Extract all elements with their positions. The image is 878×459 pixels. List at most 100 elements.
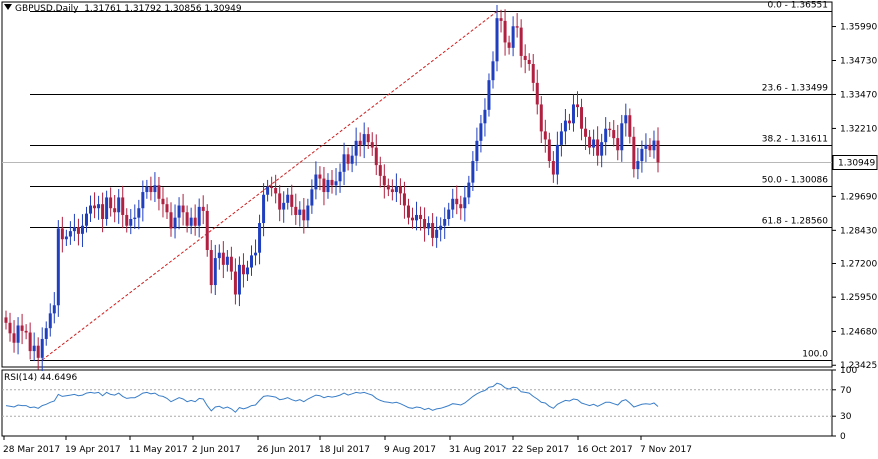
candle — [129, 209, 133, 235]
candle-body — [398, 186, 402, 194]
candle — [245, 260, 249, 282]
candle-body — [109, 197, 113, 209]
candle — [483, 98, 487, 137]
candle-body — [632, 136, 636, 170]
candle — [374, 134, 378, 176]
candle — [28, 322, 32, 360]
candle-body — [547, 139, 551, 162]
candle — [153, 172, 157, 203]
candle-body — [455, 198, 459, 205]
candle — [620, 114, 624, 162]
candle-body — [105, 197, 109, 220]
candle-body — [640, 148, 644, 162]
candle-body — [173, 217, 177, 229]
candle — [398, 178, 402, 205]
candle-body — [258, 223, 262, 253]
candle — [402, 181, 406, 219]
candle-body — [274, 188, 278, 194]
candle-body — [4, 317, 8, 323]
candle-body — [527, 59, 531, 65]
candle-body — [48, 313, 52, 329]
candle — [80, 214, 84, 248]
candle-body — [539, 104, 543, 132]
candle — [551, 151, 555, 183]
candle — [531, 54, 535, 92]
time-tick-label: 19 Apr 2017 — [65, 445, 121, 455]
candle-body — [620, 123, 624, 151]
candle-body — [68, 231, 72, 237]
candle — [346, 147, 350, 171]
candle — [491, 51, 495, 89]
candle — [217, 244, 221, 270]
candle-body — [415, 214, 419, 221]
candle — [8, 312, 12, 342]
current-price-box: 1.30949 — [832, 155, 878, 170]
candle-body — [137, 208, 141, 218]
candle-body — [64, 236, 68, 240]
candle — [370, 132, 374, 156]
candle — [386, 178, 390, 197]
candle — [76, 218, 80, 246]
candle — [157, 176, 161, 211]
candle — [250, 245, 254, 276]
candle — [278, 185, 282, 222]
candle-body — [330, 179, 334, 186]
candle — [423, 207, 427, 242]
candle — [596, 126, 600, 166]
candle — [149, 176, 153, 201]
candle-body — [133, 217, 137, 220]
candle-body — [161, 198, 165, 205]
price-tick-label: 1.24680 — [840, 327, 877, 337]
candle — [165, 197, 169, 220]
candle — [563, 109, 567, 145]
candle — [177, 197, 181, 230]
candle-body — [499, 18, 503, 21]
price-tick-label: 1.34730 — [840, 56, 877, 66]
candle-body — [427, 223, 431, 229]
candle — [592, 129, 596, 156]
candle-body — [262, 194, 266, 224]
candle — [459, 195, 463, 220]
candle — [410, 207, 414, 229]
candle-body — [278, 193, 282, 210]
candle — [636, 147, 640, 180]
candle-body — [471, 161, 475, 183]
candle — [338, 163, 342, 193]
candle-body — [503, 20, 507, 43]
candle — [72, 213, 76, 242]
candle — [225, 250, 229, 272]
candle — [648, 138, 652, 158]
candle — [213, 244, 217, 296]
candle-body — [555, 144, 559, 175]
candle — [406, 198, 410, 225]
candle — [233, 258, 237, 305]
ohlc-values: 1.31761 1.31792 1.30856 1.30949 — [84, 4, 242, 14]
chart-frame — [1, 1, 833, 437]
price-tick-label: 1.27200 — [840, 259, 877, 269]
candle — [189, 207, 193, 235]
candle-body — [93, 205, 97, 209]
candle — [390, 179, 394, 201]
candle-body — [250, 255, 254, 268]
candle-body — [101, 204, 105, 220]
candle-body — [644, 144, 648, 149]
candle-body — [495, 18, 499, 62]
candle — [547, 132, 551, 168]
candle-body — [628, 115, 632, 137]
candle-body — [354, 140, 358, 156]
time-tick-label: 9 Aug 2017 — [384, 445, 436, 455]
trend-line — [41, 11, 498, 361]
candle — [40, 327, 44, 372]
collapse-triangle-icon[interactable] — [4, 4, 12, 10]
candle-body — [322, 178, 326, 193]
candle-body — [435, 229, 439, 238]
candle-body — [592, 139, 596, 148]
candle — [543, 119, 547, 153]
candle-body — [487, 80, 491, 110]
candle-body — [563, 120, 567, 132]
candle-body — [580, 107, 584, 129]
candle-body — [511, 26, 515, 48]
candle — [318, 166, 322, 191]
candle — [415, 201, 419, 231]
